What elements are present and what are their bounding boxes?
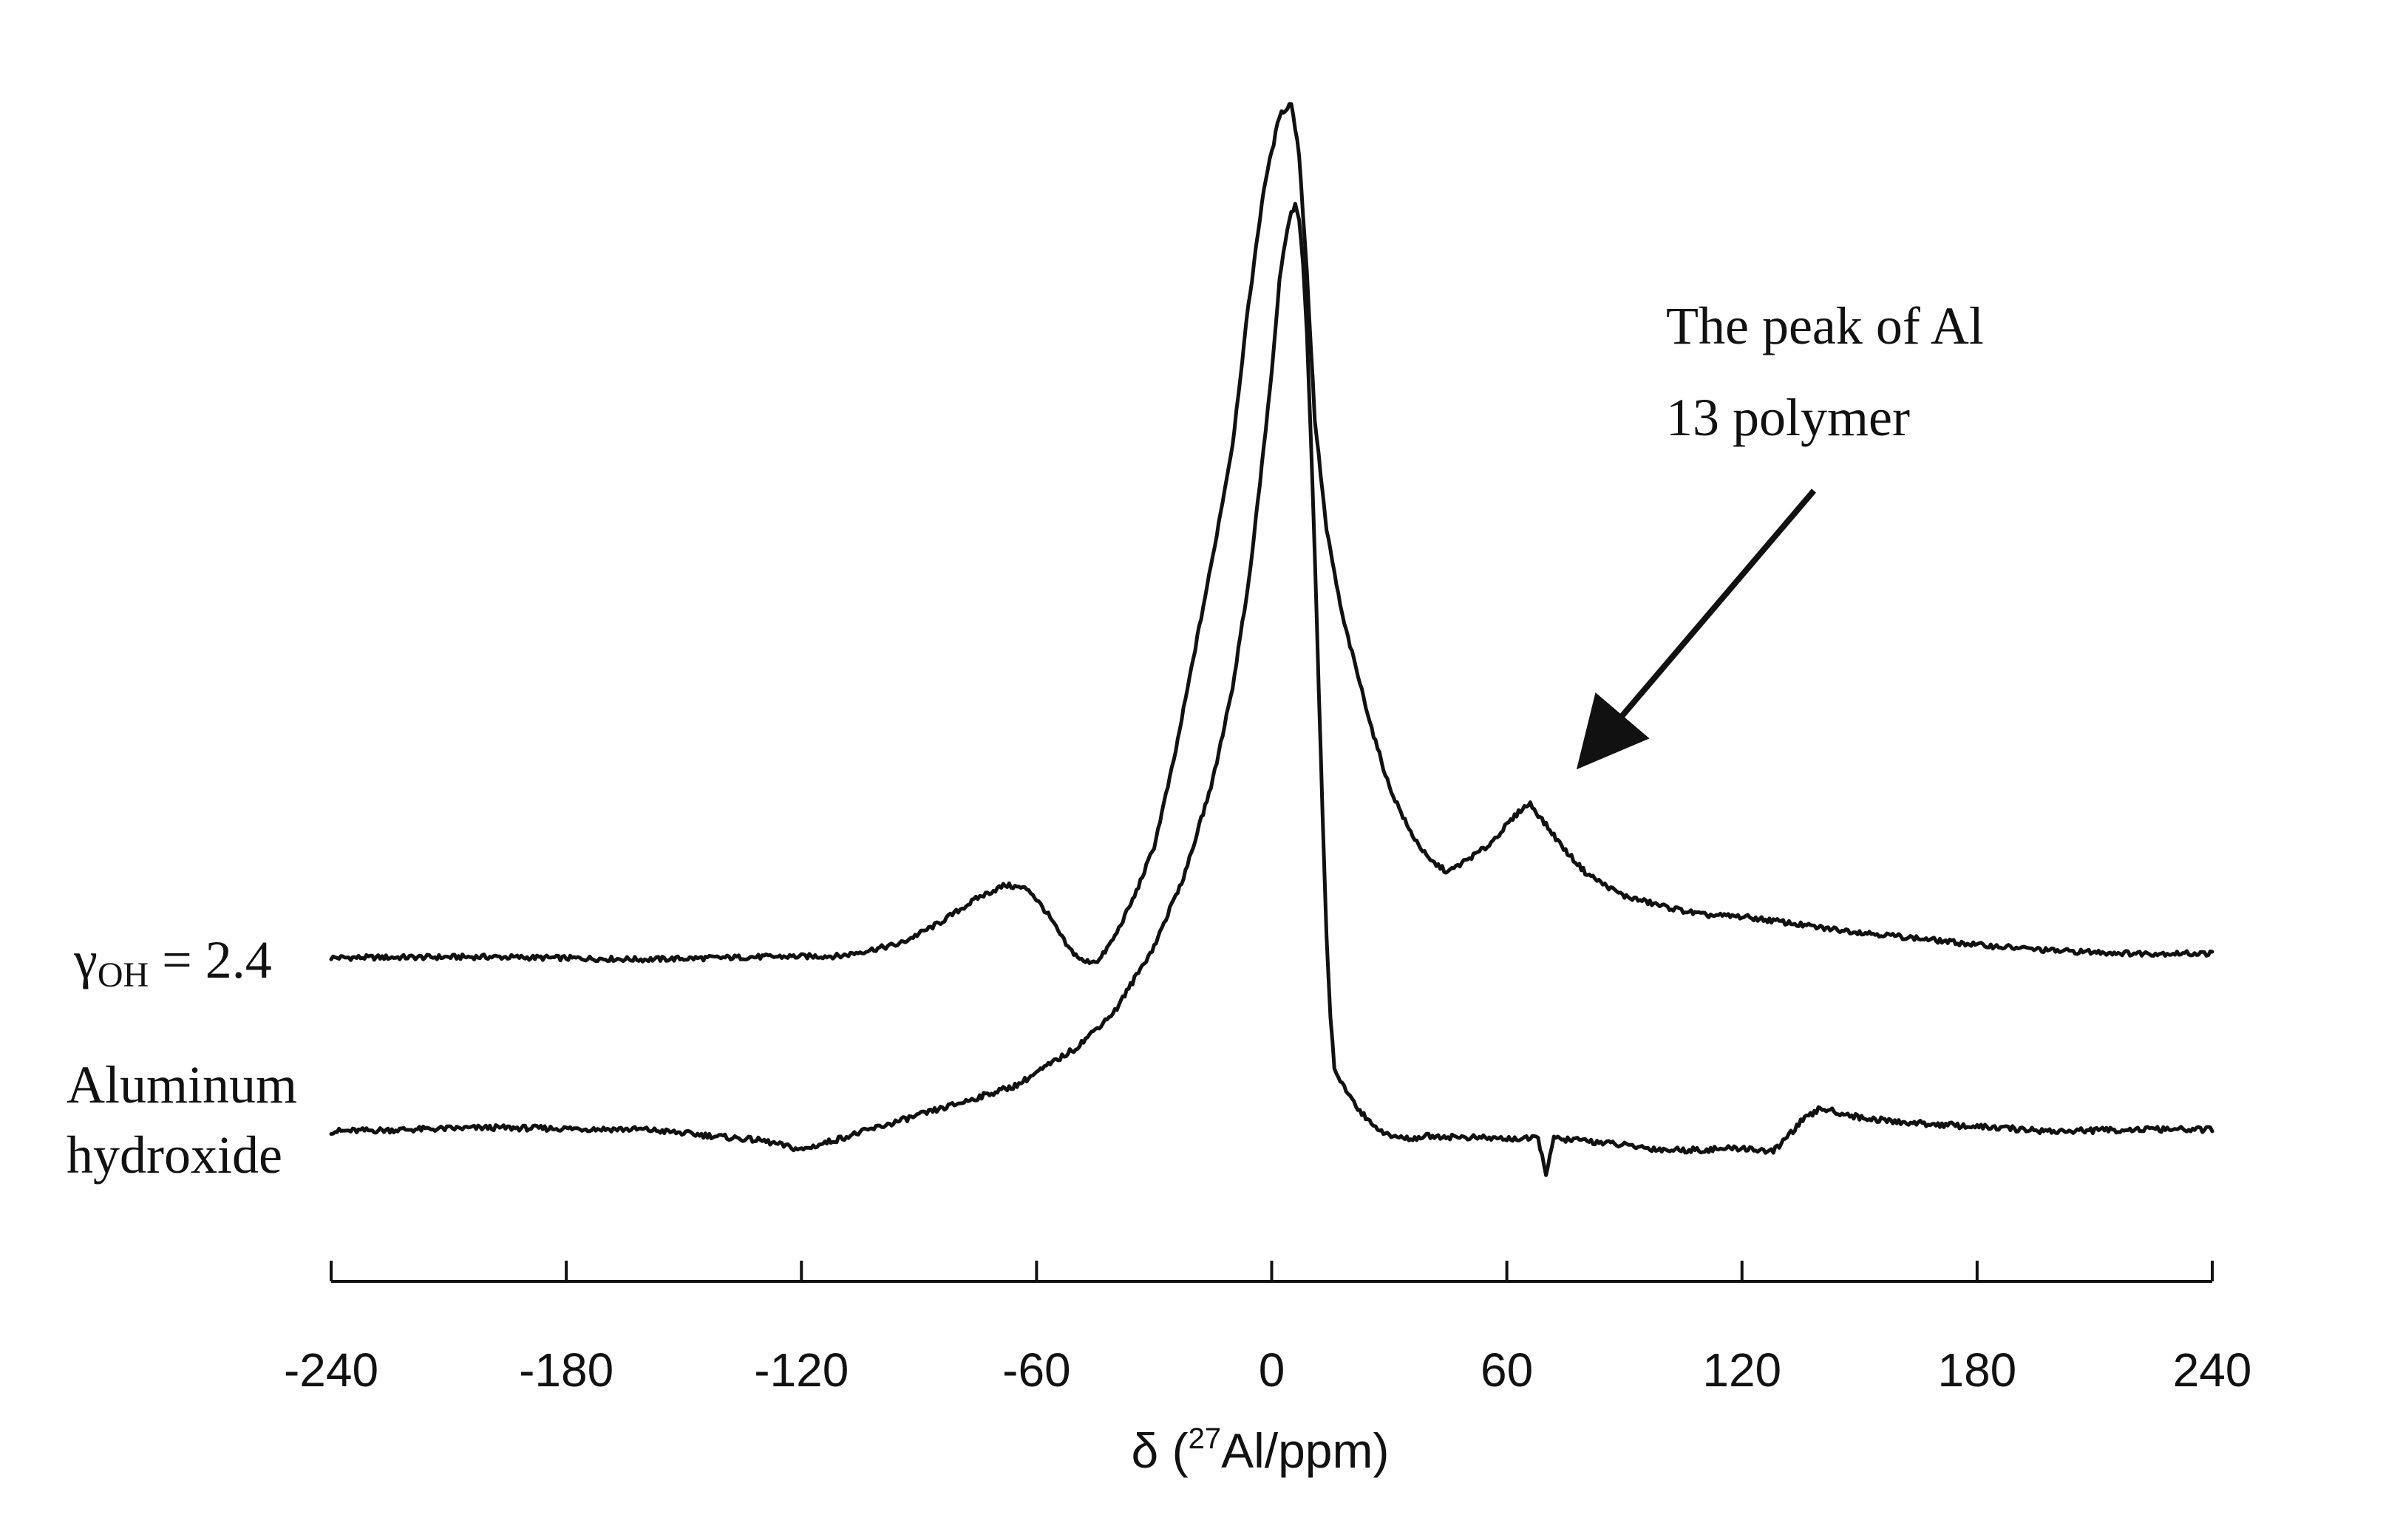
x-tick-label: -60 bbox=[1002, 1343, 1071, 1397]
x-tick-label: -120 bbox=[754, 1343, 849, 1397]
plot-area bbox=[329, 102, 2214, 1177]
annotation-arrow bbox=[1576, 488, 1817, 770]
spectrum-line-gamma-oh-2-4 bbox=[329, 102, 2214, 965]
spectrum-line-aluminum-hydroxide bbox=[329, 202, 2214, 1177]
annotation-line-1: The peak of Al bbox=[1666, 296, 1984, 355]
x-axis-title: δ (27Al/ppm) bbox=[1132, 1423, 1390, 1478]
annotation-line-2: 13 polymer bbox=[1666, 388, 1910, 447]
x-tick-label: 60 bbox=[1481, 1343, 1533, 1397]
series-label-gamma-oh: γOH = 2.4 bbox=[73, 930, 272, 995]
gamma-value: = 2.4 bbox=[149, 930, 272, 989]
x-tick-label: -180 bbox=[519, 1343, 613, 1397]
x-axis-title-suffix: Al/ppm) bbox=[1221, 1423, 1389, 1478]
al13-peak-annotation: The peak of Al 13 polymer bbox=[1576, 296, 1984, 770]
x-tick-label: 180 bbox=[1937, 1343, 2016, 1397]
x-axis-title-prefix: δ ( bbox=[1132, 1423, 1189, 1478]
x-axis-ticks: -240 -180 -120 -60 0 60 120 180 240 bbox=[284, 1261, 2251, 1397]
spectrum-series-group bbox=[329, 102, 2214, 1177]
x-axis-title-superscript: 27 bbox=[1189, 1423, 1222, 1455]
series-label-hydroxide: hydroxide bbox=[67, 1125, 282, 1185]
gamma-symbol: γ bbox=[73, 930, 98, 989]
gamma-subscript: OH bbox=[98, 955, 149, 995]
series-label-aluminum: Aluminum bbox=[67, 1055, 297, 1114]
x-axis: -240 -180 -120 -60 0 60 120 180 240 bbox=[284, 1261, 2251, 1397]
x-tick-label: -240 bbox=[284, 1343, 378, 1397]
x-tick-label: 240 bbox=[2173, 1343, 2252, 1397]
x-tick-label: 120 bbox=[1702, 1343, 1781, 1397]
x-tick-label: 0 bbox=[1259, 1343, 1285, 1397]
